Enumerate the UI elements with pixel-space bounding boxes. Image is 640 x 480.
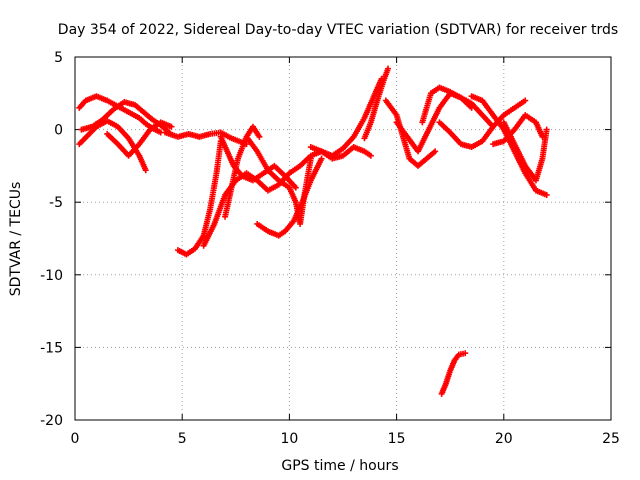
y-tick-label: -5 [49, 195, 63, 211]
x-tick-label: 5 [178, 431, 187, 447]
data-series [76, 117, 149, 174]
data-series [500, 119, 550, 184]
y-axis-label: SDTVAR / TECUs [8, 182, 24, 297]
data-series [419, 84, 497, 130]
data-point [522, 97, 529, 104]
data-point [543, 191, 550, 198]
data-series [104, 119, 175, 159]
data-point [462, 350, 469, 357]
data-series [162, 129, 250, 148]
data-point [385, 65, 392, 72]
x-tick-label: 20 [495, 431, 513, 447]
x-tick-label: 15 [388, 431, 406, 447]
data-point [292, 184, 299, 191]
data-point [543, 126, 550, 133]
data-series [490, 112, 546, 148]
data-point [307, 155, 314, 162]
data-series [438, 350, 469, 397]
data-point [142, 167, 149, 174]
y-tick-label: -20 [40, 413, 63, 429]
data-point [168, 123, 175, 130]
data-series [307, 144, 374, 162]
x-tick-label: 25 [602, 431, 620, 447]
chart-title: Day 354 of 2022, Sidereal Day-to-day VTE… [58, 22, 618, 38]
y-tick-label: 0 [54, 123, 63, 139]
x-tick-label: 10 [280, 431, 298, 447]
y-tick-label: 5 [54, 50, 63, 66]
y-tick-label: -10 [40, 268, 63, 284]
data-series [217, 133, 299, 191]
data-point [256, 133, 263, 140]
data-series [254, 155, 325, 239]
x-axis-label: GPS time / hours [281, 458, 398, 474]
data-series [174, 138, 224, 258]
data-point [318, 155, 325, 162]
x-tick-label: 0 [71, 431, 80, 447]
data-series [361, 65, 392, 142]
plot-frame [74, 56, 612, 421]
data-point [539, 133, 546, 140]
data-point [367, 152, 374, 159]
y-tick-label: -15 [40, 340, 63, 356]
data-point [432, 148, 439, 155]
